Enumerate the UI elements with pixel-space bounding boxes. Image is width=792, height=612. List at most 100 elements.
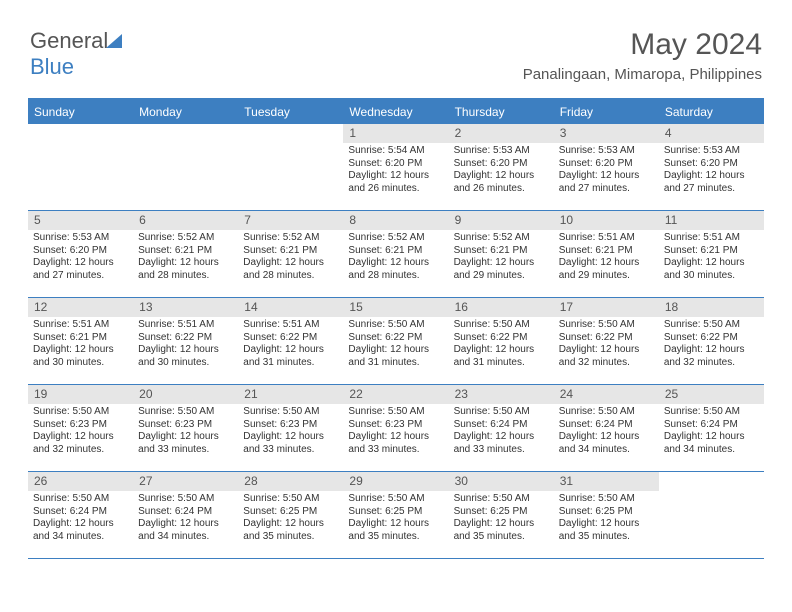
day-body: Sunrise: 5:51 AMSunset: 6:21 PMDaylight:… [659,230,764,286]
daylight-text: Daylight: 12 hours and 30 minutes. [138,344,233,369]
sunrise-text: Sunrise: 5:54 AM [348,145,443,158]
sunset-text: Sunset: 6:25 PM [348,506,443,519]
sunset-text: Sunset: 6:20 PM [348,158,443,171]
day-number: 17 [554,298,659,317]
weekday-header: Wednesday [343,100,448,124]
weekday-header: Monday [133,100,238,124]
day-cell: 28Sunrise: 5:50 AMSunset: 6:25 PMDayligh… [238,472,343,558]
sunset-text: Sunset: 6:22 PM [138,332,233,345]
day-cell: 2Sunrise: 5:53 AMSunset: 6:20 PMDaylight… [449,124,554,210]
day-cell: 30Sunrise: 5:50 AMSunset: 6:25 PMDayligh… [449,472,554,558]
sunrise-text: Sunrise: 5:50 AM [454,319,549,332]
day-number: 5 [28,211,133,230]
daylight-text: Daylight: 12 hours and 35 minutes. [348,518,443,543]
sunrise-text: Sunrise: 5:50 AM [348,319,443,332]
day-body: Sunrise: 5:50 AMSunset: 6:23 PMDaylight:… [343,404,448,460]
sunset-text: Sunset: 6:24 PM [138,506,233,519]
day-body: Sunrise: 5:50 AMSunset: 6:22 PMDaylight:… [449,317,554,373]
day-body: Sunrise: 5:50 AMSunset: 6:22 PMDaylight:… [659,317,764,373]
day-number: 30 [449,472,554,491]
sunrise-text: Sunrise: 5:51 AM [138,319,233,332]
day-cell: 4Sunrise: 5:53 AMSunset: 6:20 PMDaylight… [659,124,764,210]
day-cell: 21Sunrise: 5:50 AMSunset: 6:23 PMDayligh… [238,385,343,471]
weekday-header: Tuesday [238,100,343,124]
daylight-text: Daylight: 12 hours and 30 minutes. [664,257,759,282]
day-cell: 31Sunrise: 5:50 AMSunset: 6:25 PMDayligh… [554,472,659,558]
sunrise-text: Sunrise: 5:51 AM [559,232,654,245]
day-body: Sunrise: 5:50 AMSunset: 6:23 PMDaylight:… [238,404,343,460]
sunset-text: Sunset: 6:22 PM [454,332,549,345]
day-cell: 10Sunrise: 5:51 AMSunset: 6:21 PMDayligh… [554,211,659,297]
sunset-text: Sunset: 6:21 PM [243,245,338,258]
calendar: Sunday Monday Tuesday Wednesday Thursday… [28,98,764,559]
day-cell: 9Sunrise: 5:52 AMSunset: 6:21 PMDaylight… [449,211,554,297]
day-cell: 1 Sunrise: 5:54 AMSunset: 6:20 PMDaylight… [343,124,448,210]
sunset-text: Sunset: 6:23 PM [243,419,338,432]
page-header: May 2024 Panalingaan, Mimaropa, Philippi… [523,28,762,83]
day-body: Sunrise: 5:53 AMSunset: 6:20 PMDaylight:… [554,143,659,199]
daylight-text: Daylight: 12 hours and 26 minutes. [454,170,549,195]
sunrise-text: Sunrise: 5:52 AM [243,232,338,245]
day-body: Sunrise: 5:51 AMSunset: 6:22 PMDaylight:… [238,317,343,373]
day-number: 24 [554,385,659,404]
sunset-text: Sunset: 6:21 PM [138,245,233,258]
logo-text-2: Blue [30,54,74,79]
day-number: 1 [343,124,448,143]
sunset-text: Sunset: 6:22 PM [243,332,338,345]
day-body: Sunrise: 5:50 AMSunset: 6:23 PMDaylight:… [133,404,238,460]
daylight-text: Daylight: 12 hours and 34 minutes. [664,431,759,456]
sunrise-text: Sunrise: 5:50 AM [664,319,759,332]
day-body: Sunrise: 5:50 AMSunset: 6:22 PMDaylight:… [343,317,448,373]
weekday-header-row: Sunday Monday Tuesday Wednesday Thursday… [28,100,764,124]
day-number: 14 [238,298,343,317]
sunset-text: Sunset: 6:23 PM [348,419,443,432]
sunrise-text: Sunrise: 5:50 AM [664,406,759,419]
sunset-text: Sunset: 6:23 PM [33,419,128,432]
sunrise-text: Sunrise: 5:53 AM [664,145,759,158]
day-number: 8 [343,211,448,230]
day-body: Sunrise: 5:51 AMSunset: 6:21 PMDaylight:… [28,317,133,373]
day-number: 15 [343,298,448,317]
daylight-text: Daylight: 12 hours and 31 minutes. [454,344,549,369]
day-number: 26 [28,472,133,491]
daylight-text: Daylight: 12 hours and 27 minutes. [33,257,128,282]
daylight-text: Daylight: 12 hours and 26 minutes. [348,170,443,195]
daylight-text: Daylight: 12 hours and 35 minutes. [454,518,549,543]
day-number: 10 [554,211,659,230]
sunset-text: Sunset: 6:21 PM [559,245,654,258]
sunset-text: Sunset: 6:25 PM [243,506,338,519]
day-body: Sunrise: 5:52 AMSunset: 6:21 PMDaylight:… [449,230,554,286]
daylight-text: Daylight: 12 hours and 33 minutes. [348,431,443,456]
day-number: 22 [343,385,448,404]
sunset-text: Sunset: 6:24 PM [559,419,654,432]
week-row: 5Sunrise: 5:53 AMSunset: 6:20 PMDaylight… [28,211,764,298]
day-number: 2 [449,124,554,143]
daylight-text: Daylight: 12 hours and 32 minutes. [33,431,128,456]
sunrise-text: Sunrise: 5:50 AM [243,406,338,419]
sunset-text: Sunset: 6:22 PM [559,332,654,345]
day-number: 13 [133,298,238,317]
sunset-text: Sunset: 6:25 PM [559,506,654,519]
day-number: 27 [133,472,238,491]
daylight-text: Daylight: 12 hours and 32 minutes. [559,344,654,369]
day-body: Sunrise: 5:53 AMSunset: 6:20 PMDaylight:… [659,143,764,199]
sunset-text: Sunset: 6:24 PM [33,506,128,519]
week-row: 26Sunrise: 5:50 AMSunset: 6:24 PMDayligh… [28,472,764,559]
day-cell: . [659,472,764,558]
day-cell: . [238,124,343,210]
day-cell: 24Sunrise: 5:50 AMSunset: 6:24 PMDayligh… [554,385,659,471]
sunset-text: Sunset: 6:23 PM [138,419,233,432]
day-number: 16 [449,298,554,317]
sunrise-text: Sunrise: 5:52 AM [454,232,549,245]
day-number: 21 [238,385,343,404]
sunrise-text: Sunrise: 5:52 AM [138,232,233,245]
sunrise-text: Sunrise: 5:52 AM [348,232,443,245]
weekday-header: Thursday [449,100,554,124]
day-body: Sunrise: 5:52 AMSunset: 6:21 PMDaylight:… [238,230,343,286]
day-cell: . [28,124,133,210]
day-body: Sunrise: 5:51 AMSunset: 6:21 PMDaylight:… [554,230,659,286]
day-cell: 7Sunrise: 5:52 AMSunset: 6:21 PMDaylight… [238,211,343,297]
sunset-text: Sunset: 6:22 PM [664,332,759,345]
week-row: ...1Sunrise: 5:54 AMSunset: 6:20 PMDayli… [28,124,764,211]
day-cell: 22Sunrise: 5:50 AMSunset: 6:23 PMDayligh… [343,385,448,471]
